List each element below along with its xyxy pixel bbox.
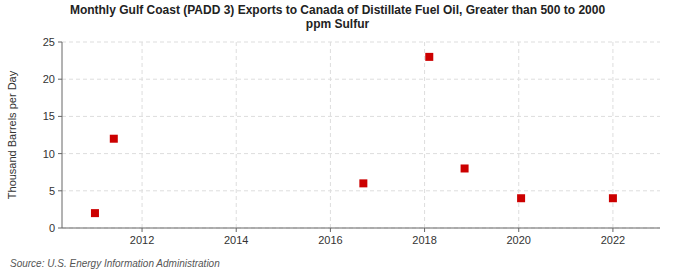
grid-line — [330, 42, 331, 228]
y-tick-label: 10 — [43, 148, 55, 160]
y-axis-label: Thousand Barrels per Day — [6, 70, 18, 199]
x-tick — [518, 228, 519, 232]
point — [91, 209, 99, 217]
title-line: Monthly Gulf Coast (PADD 3) Exports to C… — [70, 3, 606, 17]
y-tick — [58, 190, 62, 191]
point — [517, 194, 525, 202]
title-line: ppm Sulfur — [306, 17, 370, 31]
grid-line — [62, 116, 660, 117]
x-tick — [236, 228, 237, 232]
y-tick — [58, 228, 62, 229]
grid-line — [62, 228, 660, 229]
y-axis — [62, 42, 63, 228]
x-tick — [330, 228, 331, 232]
title: Monthly Gulf Coast (PADD 3) Exports to C… — [70, 3, 606, 31]
x-axis — [62, 228, 660, 229]
grid-line — [424, 42, 425, 228]
x-tick-label: 2020 — [506, 234, 530, 246]
grid-line — [236, 42, 237, 228]
grid-line — [62, 42, 660, 43]
x-tick-label: 2016 — [318, 234, 342, 246]
y-tick-label: 5 — [49, 185, 55, 197]
background — [0, 0, 675, 275]
y-tick-label: 15 — [43, 110, 55, 122]
point — [609, 194, 617, 202]
x-tick — [142, 228, 143, 232]
point — [359, 179, 367, 187]
y-tick — [58, 153, 62, 154]
grid-line — [62, 190, 660, 191]
y-tick-label: 20 — [43, 73, 55, 85]
point — [461, 164, 469, 172]
x-tick-label: 2012 — [130, 234, 154, 246]
grid-line — [62, 79, 660, 80]
x-tick-label: 2014 — [224, 234, 248, 246]
point — [425, 53, 433, 61]
y-tick — [58, 42, 62, 43]
x-tick-label: 2018 — [412, 234, 436, 246]
x-tick — [424, 228, 425, 232]
y-tick — [58, 79, 62, 80]
y-tick — [58, 116, 62, 117]
x-tick-label: 2022 — [601, 234, 625, 246]
grid-line — [142, 42, 143, 228]
point — [110, 135, 118, 143]
chart: 2012 2014 2016 2018 2020 2022 0 5 10 15 20 25 Monthl… — [0, 0, 675, 275]
annotation: Source: U.S. Energy Information Administ… — [10, 258, 220, 269]
x-tick — [612, 228, 613, 232]
grid-line — [62, 153, 660, 154]
points — [91, 53, 617, 217]
y-tick-label: 0 — [49, 222, 55, 234]
y-tick-label: 25 — [43, 36, 55, 48]
grid — [62, 42, 660, 228]
